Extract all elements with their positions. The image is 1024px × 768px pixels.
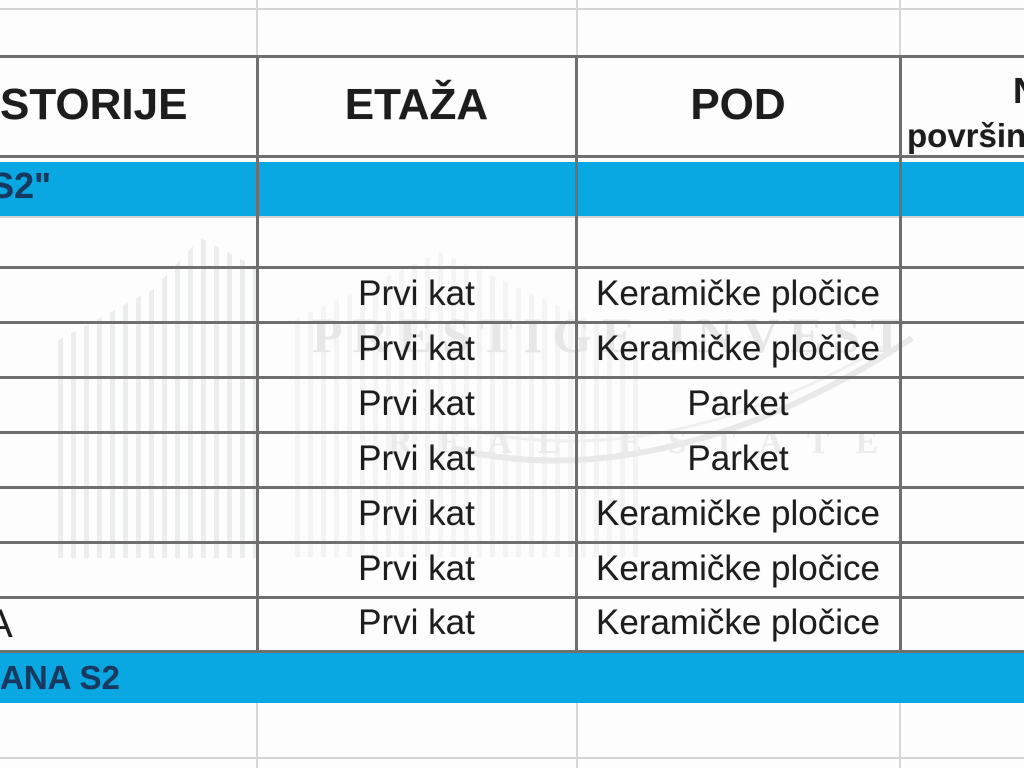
table-cell: Keramičke pločice bbox=[596, 274, 880, 313]
table-border bbox=[0, 321, 1024, 324]
column-header-etaza: ETAŽA bbox=[344, 80, 489, 129]
table-border bbox=[899, 55, 902, 653]
gridline bbox=[256, 0, 258, 55]
table-border bbox=[575, 55, 578, 653]
table-cell: Prvi kat bbox=[358, 494, 475, 533]
table-cell: Keramičke pločice bbox=[596, 329, 880, 368]
section-row-highlight bbox=[0, 162, 1024, 218]
total-row-label: ANA S2 bbox=[0, 659, 120, 696]
table-border bbox=[0, 541, 1024, 544]
table-cell: Prvi kat bbox=[358, 274, 475, 313]
table-border bbox=[0, 596, 1024, 599]
gridline bbox=[899, 703, 901, 768]
gridline bbox=[256, 703, 258, 768]
total-row-highlight bbox=[0, 653, 1024, 703]
table-border bbox=[0, 55, 1024, 58]
column-header-pod: POD bbox=[690, 80, 786, 129]
table-border bbox=[0, 486, 1024, 489]
table-cell: Prvi kat bbox=[358, 549, 475, 588]
table-cell: Prvi kat bbox=[358, 384, 475, 423]
table-cell: Parket bbox=[687, 439, 789, 478]
table-cell: Parket bbox=[687, 384, 789, 423]
column-header-povrsina-line1: N bbox=[1013, 72, 1024, 110]
gridline bbox=[0, 8, 1024, 10]
gridline bbox=[576, 0, 578, 55]
table-border bbox=[0, 650, 1024, 653]
table-border bbox=[0, 266, 1024, 269]
gridline bbox=[899, 0, 901, 55]
gridline bbox=[576, 703, 578, 768]
table-cell: Keramičke pločice bbox=[596, 549, 880, 588]
table-cell: Prvi kat bbox=[358, 603, 475, 642]
gridline bbox=[0, 757, 1024, 759]
table-border bbox=[0, 376, 1024, 379]
table-border bbox=[0, 431, 1024, 434]
table-cell: Keramičke pločice bbox=[596, 603, 880, 642]
table-cell: Prvi kat bbox=[358, 439, 475, 478]
watermark-brand-text: PRESTIGE INVEST bbox=[312, 307, 914, 363]
table-cell: Prvi kat bbox=[358, 329, 475, 368]
table-cell: Keramičke pločice bbox=[596, 494, 880, 533]
column-header-prostorije: STORIJE bbox=[0, 80, 188, 129]
table-border bbox=[256, 55, 259, 653]
table-cell-prostorije-fragment: A bbox=[0, 603, 13, 645]
section-row-label: S2" bbox=[0, 165, 52, 206]
column-header-povrsina-line2: površin bbox=[907, 117, 1024, 154]
gridline bbox=[0, 216, 1024, 218]
table-border bbox=[0, 155, 1024, 158]
watermark-tagline-text: REAL ESTATE bbox=[388, 424, 905, 461]
